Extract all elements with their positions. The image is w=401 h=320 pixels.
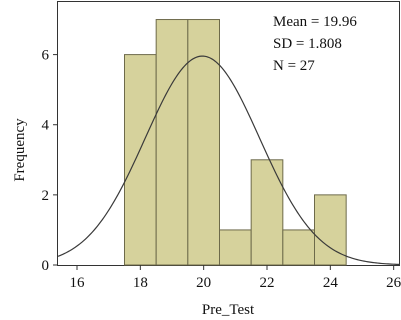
x-tick-label-26: 26: [386, 275, 401, 291]
x-tick-label-18: 18: [133, 275, 148, 291]
x-axis-ticks: 16 18 20 22 24 26: [70, 265, 401, 291]
histogram-bar-4: [219, 229, 252, 266]
plot-frame: [57, 1, 400, 266]
stat-n: N = 27: [273, 58, 315, 74]
x-tick-label-24: 24: [323, 275, 339, 291]
x-tick-label-20: 20: [196, 275, 211, 291]
histogram-bar-5: [250, 159, 284, 266]
stat-sd: SD = 1.808: [273, 36, 342, 52]
y-tick-label-4: 4: [42, 118, 50, 134]
y-axis-label: Frequency: [12, 118, 28, 182]
histogram-bar-2: [155, 19, 189, 266]
x-tick-label-16: 16: [70, 275, 86, 291]
histogram-bar-6: [282, 229, 316, 266]
y-tick-label-6: 6: [42, 48, 50, 64]
y-tick-label-0: 0: [42, 258, 50, 274]
normal-curve: [57, 55, 401, 266]
y-tick-label-2: 2: [42, 188, 50, 204]
stat-mean: Mean = 19.96: [273, 14, 357, 30]
x-axis-label: Pre_Test: [202, 302, 255, 318]
y-axis-ticks: 0 2 4 6: [42, 48, 58, 274]
x-tick-label-22: 22: [260, 275, 275, 291]
histogram-bar-1: [124, 54, 157, 266]
histogram-bars: [124, 19, 347, 266]
